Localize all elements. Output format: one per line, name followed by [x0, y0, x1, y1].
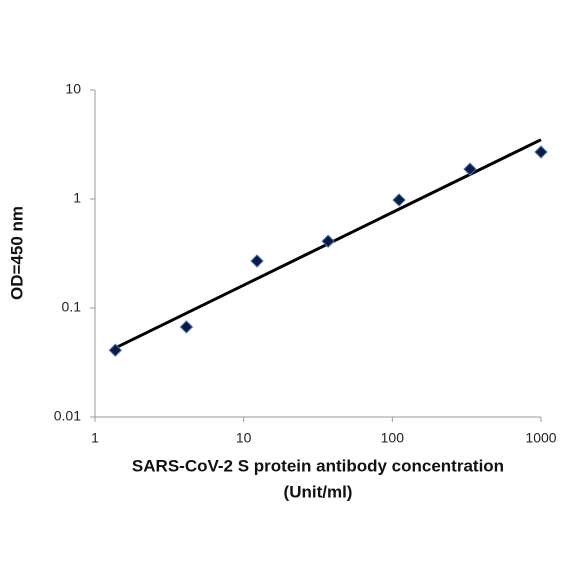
data-point [463, 162, 477, 176]
x-tick-label: 1000 [525, 430, 556, 446]
x-axis-label: SARS-CoV-2 S protein antibody concentrat… [132, 456, 504, 475]
data-point [321, 234, 335, 248]
x-tick-label: 1 [91, 430, 99, 446]
x-tick-label: 100 [381, 430, 405, 446]
y-tick-label: 0.01 [54, 408, 81, 424]
data-point [179, 320, 194, 334]
x-axis-label: (Unit/ml) [284, 482, 353, 501]
y-tick-label: 1 [73, 190, 81, 206]
y-tick-label: 10 [65, 81, 81, 97]
data-point [108, 343, 123, 357]
y-tick-label: 0.1 [62, 299, 82, 315]
data-point [250, 254, 264, 268]
data-point [392, 193, 406, 207]
data-point [534, 145, 548, 159]
x-tick-label: 10 [236, 430, 252, 446]
y-axis-label: OD=450 nm [7, 206, 26, 300]
